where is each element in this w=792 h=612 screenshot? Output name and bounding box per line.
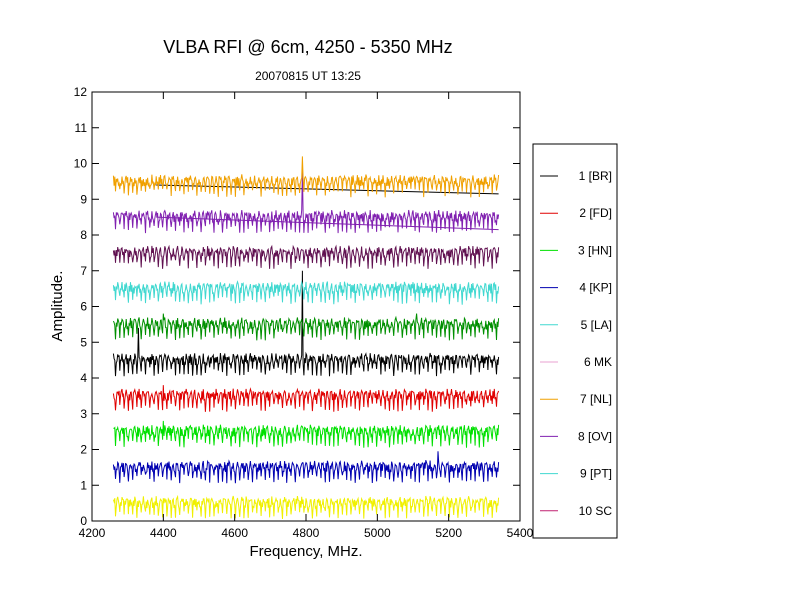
y-tick-label: 2	[80, 443, 87, 457]
legend-label: 10 SC	[579, 504, 613, 518]
y-tick-label: 4	[80, 371, 87, 385]
legend-label: 1 [BR]	[579, 169, 612, 183]
series-layer	[112, 156, 500, 520]
legend-label: 2 [FD]	[579, 206, 612, 220]
y-tick-label: 6	[80, 300, 87, 314]
y-tick-label: 12	[74, 85, 88, 99]
y-tick-label: 5	[80, 335, 87, 349]
series-line	[112, 451, 500, 484]
legend-label: 8 [OV]	[578, 429, 612, 443]
legend-label: 6 MK	[584, 355, 612, 369]
chart-subtitle: 20070815 UT 13:25	[255, 69, 361, 83]
y-tick-label: 11	[75, 121, 88, 135]
series-line	[112, 280, 500, 305]
series-line	[112, 270, 500, 377]
x-tick-label: 4400	[150, 526, 177, 540]
series-line	[112, 156, 500, 198]
legend-label: 4 [KP]	[579, 281, 612, 295]
x-tick-label: 5400	[507, 526, 534, 540]
y-tick-label: 8	[80, 228, 87, 242]
x-axis: 4200 4400 4600 4800 5000 5200 5400	[79, 92, 534, 540]
x-axis-label: Frequency, MHz.	[249, 543, 362, 560]
y-tick-label: 3	[80, 407, 87, 421]
series-drift-line	[156, 216, 499, 231]
series-line	[112, 244, 500, 269]
series-line	[112, 385, 500, 412]
y-axis-label: Amplitude.	[49, 271, 66, 342]
legend-box	[532, 143, 618, 539]
y-tick-label: 1	[80, 478, 87, 492]
legend: 1 [BR] 2 [FD] 3 [HN] 4 [KP] 5 [LA] 6 MK 7 [NL]…	[540, 169, 612, 518]
plot-frame	[91, 91, 521, 522]
y-tick-label: 9	[80, 192, 87, 206]
series-drift-line	[156, 184, 499, 195]
series-line	[113, 420, 500, 448]
y-tick-label: 7	[80, 264, 87, 278]
x-tick-label: 4600	[221, 526, 248, 540]
x-tick-label: 4800	[293, 526, 320, 540]
legend-label: 9 [PT]	[580, 467, 612, 481]
series-line	[112, 494, 500, 520]
x-tick-label: 5000	[364, 526, 391, 540]
series-line	[112, 170, 500, 234]
y-tick-label: 10	[74, 157, 88, 171]
x-tick-label: 5200	[435, 526, 462, 540]
series-line	[112, 313, 500, 341]
chart-title: VLBA RFI @ 6cm, 4250 - 5350 MHz	[163, 37, 452, 57]
legend-label: 3 [HN]	[578, 243, 612, 257]
y-tick-label: 0	[80, 514, 87, 528]
x-tick-label: 4200	[79, 526, 106, 540]
legend-label: 5 [LA]	[581, 318, 612, 332]
legend-label: 7 [NL]	[580, 392, 612, 406]
